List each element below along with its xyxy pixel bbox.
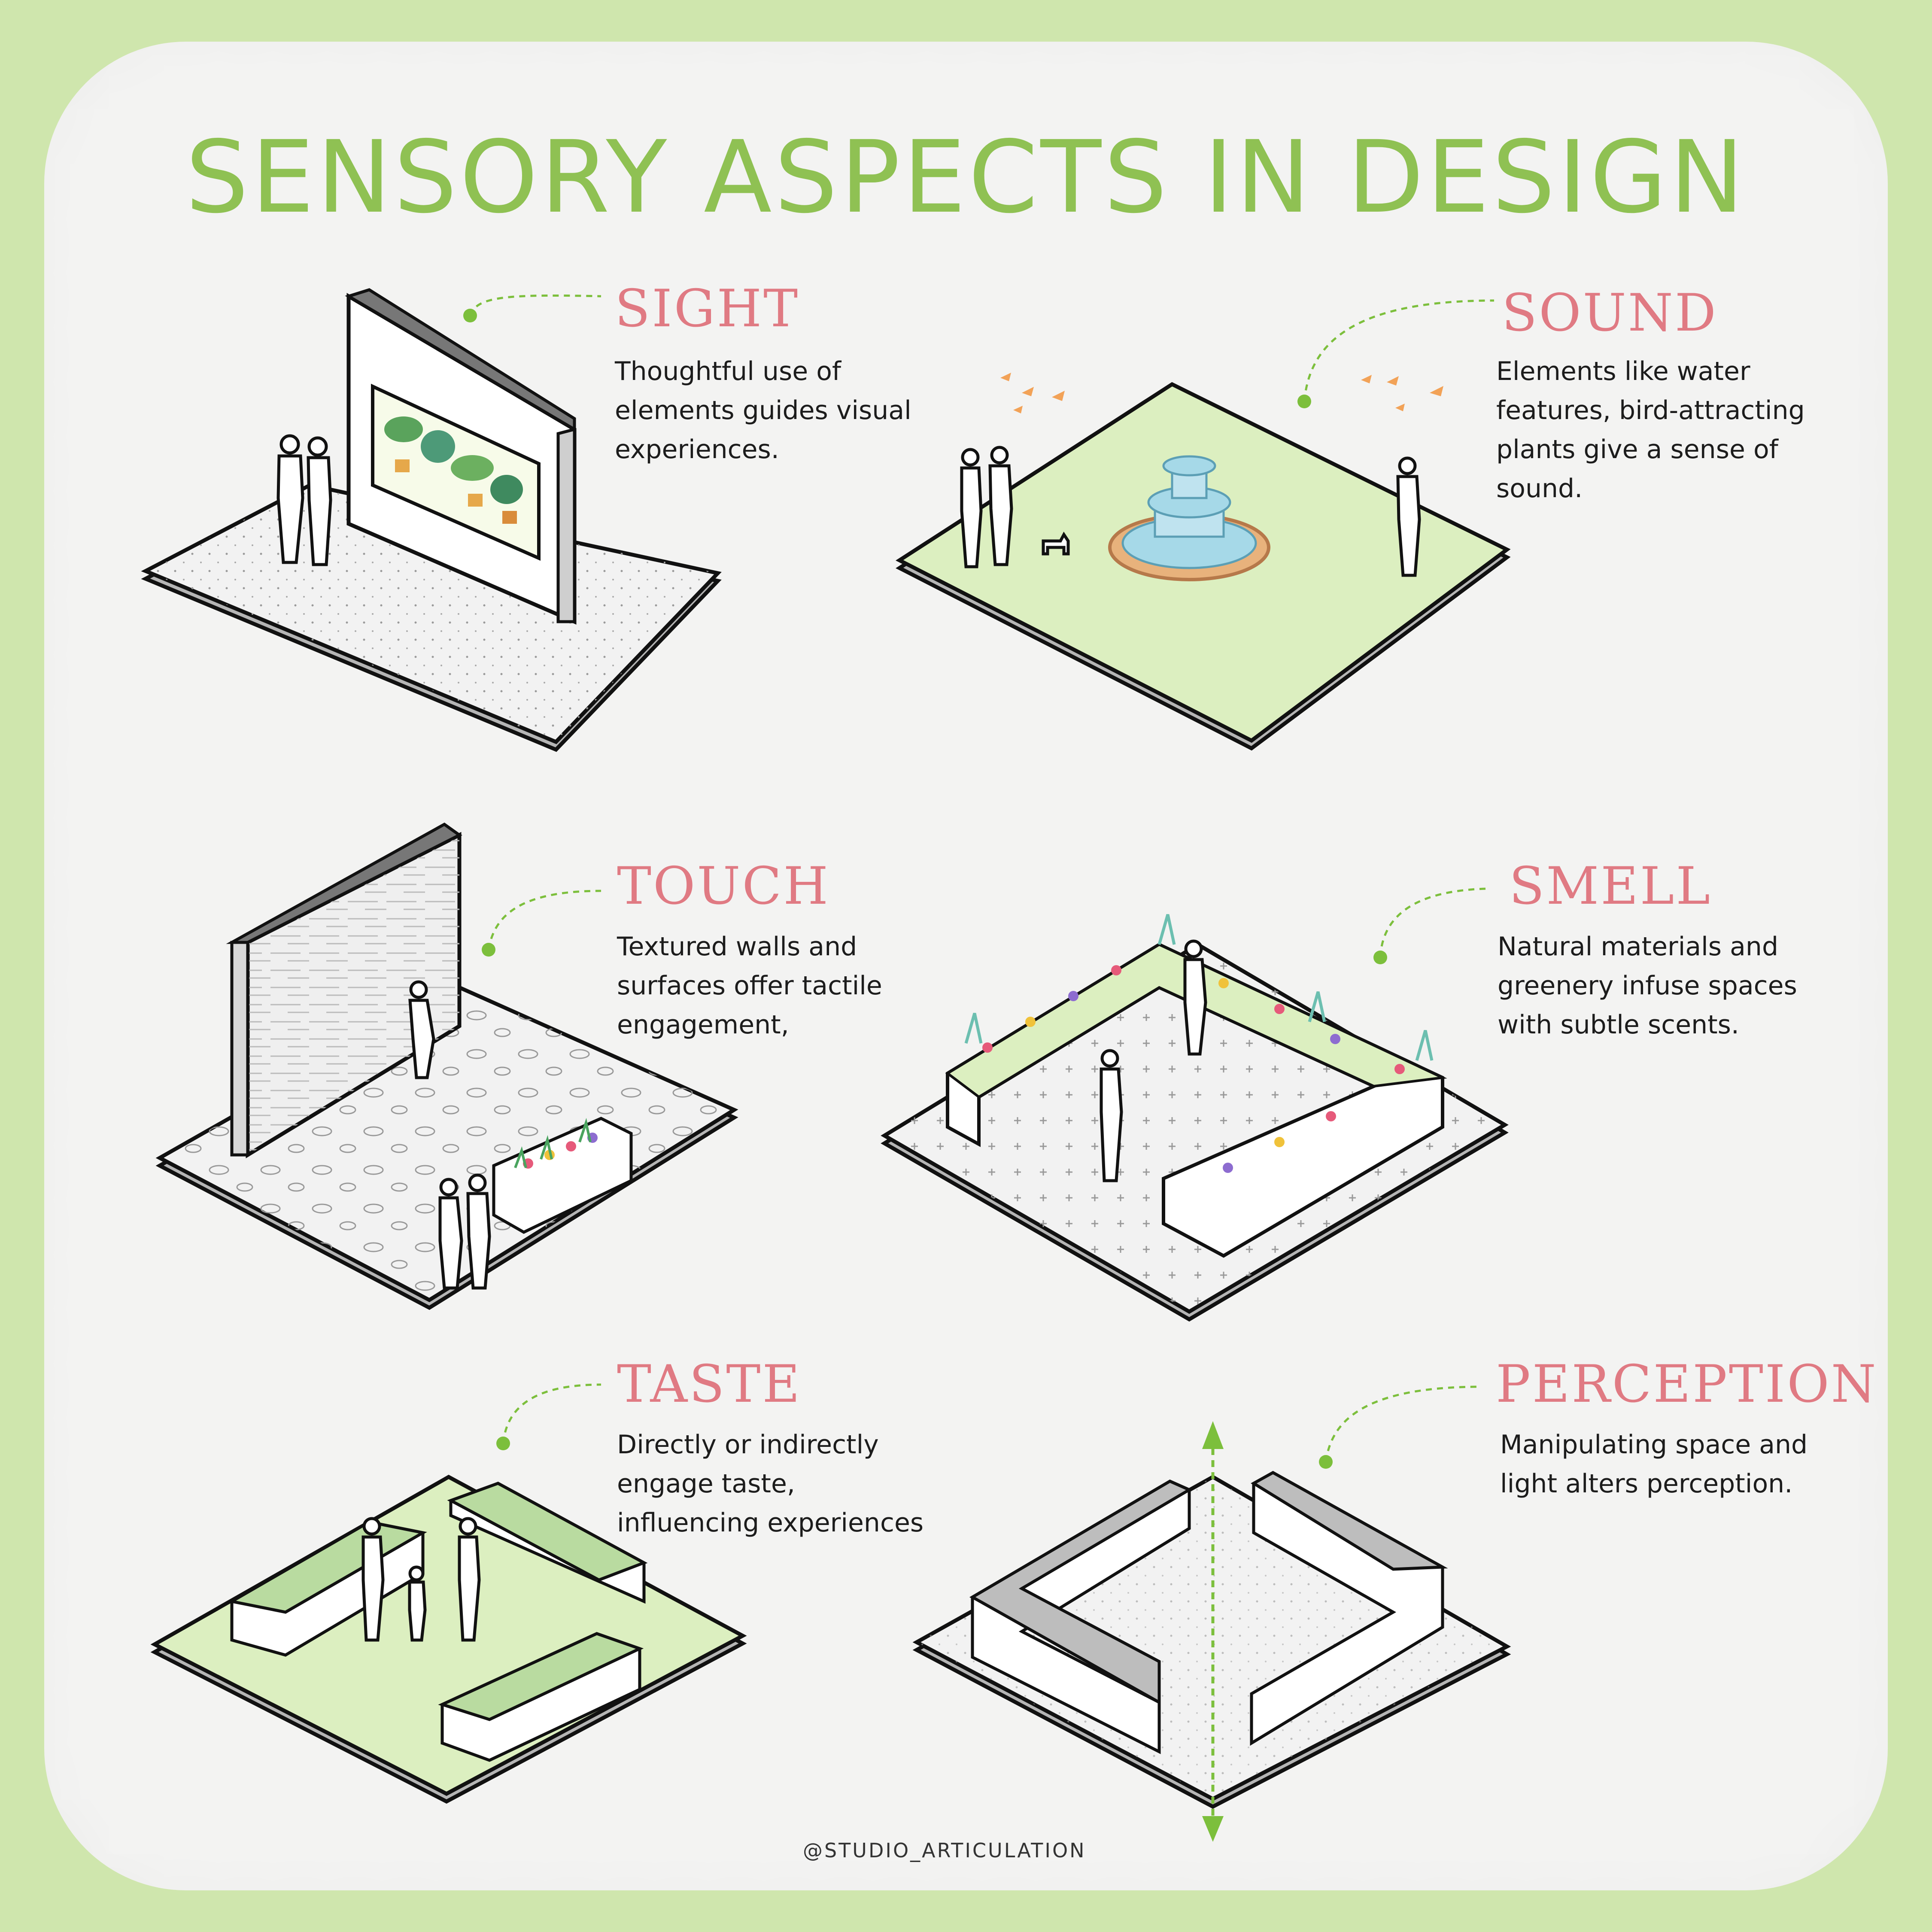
heading-perception: PERCEPTION	[1496, 1355, 1878, 1414]
perception-connector	[1319, 1385, 1477, 1469]
heading-sight: SIGHT	[615, 279, 800, 339]
person-icons	[1100, 939, 1207, 1182]
heading-sound: SOUND	[1502, 283, 1718, 343]
touch-illustration	[155, 822, 738, 1310]
plant-icons	[384, 416, 523, 524]
person-icons	[408, 980, 491, 1290]
sight-connector	[463, 294, 601, 322]
heading-smell: SMELL	[1509, 857, 1712, 916]
sound-illustration	[896, 373, 1511, 751]
heading-touch: TOUCH	[617, 857, 830, 916]
heading-taste: TASTE	[617, 1355, 802, 1414]
description-perception: Manipulating space and light alters perc…	[1500, 1430, 1808, 1499]
page-title: SENSORY ASPECTS IN DESIGN	[185, 119, 1747, 235]
credit-handle: @STUDIO_ARTICULATION	[803, 1839, 1086, 1862]
smell-illustration	[881, 914, 1509, 1322]
description-sight: Thoughtful use of elements guides visual…	[615, 356, 911, 465]
description-sound: Elements like water features, bird-attra…	[1496, 356, 1805, 504]
walls	[969, 1470, 1448, 1754]
planter-boxes	[228, 1482, 648, 1762]
smell-connector	[1373, 887, 1486, 964]
perception-illustration	[912, 1421, 1511, 1842]
person-icons	[960, 446, 1421, 577]
sound-connector	[1297, 299, 1495, 408]
bird-icons	[1000, 373, 1443, 413]
taste-connector	[496, 1383, 601, 1450]
taste-illustration	[150, 1474, 747, 1804]
description-smell: Natural materials and greenery infuse sp…	[1498, 932, 1797, 1040]
person-icons	[361, 1517, 481, 1642]
sight-illustration	[141, 288, 722, 752]
description-touch: Textured walls and surfaces offer tactil…	[617, 932, 882, 1040]
description-taste: Directly or indirectly engage taste, inf…	[617, 1430, 924, 1538]
flower-icons	[514, 1118, 598, 1169]
flower-icons	[964, 914, 1434, 1173]
touch-connector	[482, 890, 601, 957]
person-icons	[276, 434, 332, 566]
